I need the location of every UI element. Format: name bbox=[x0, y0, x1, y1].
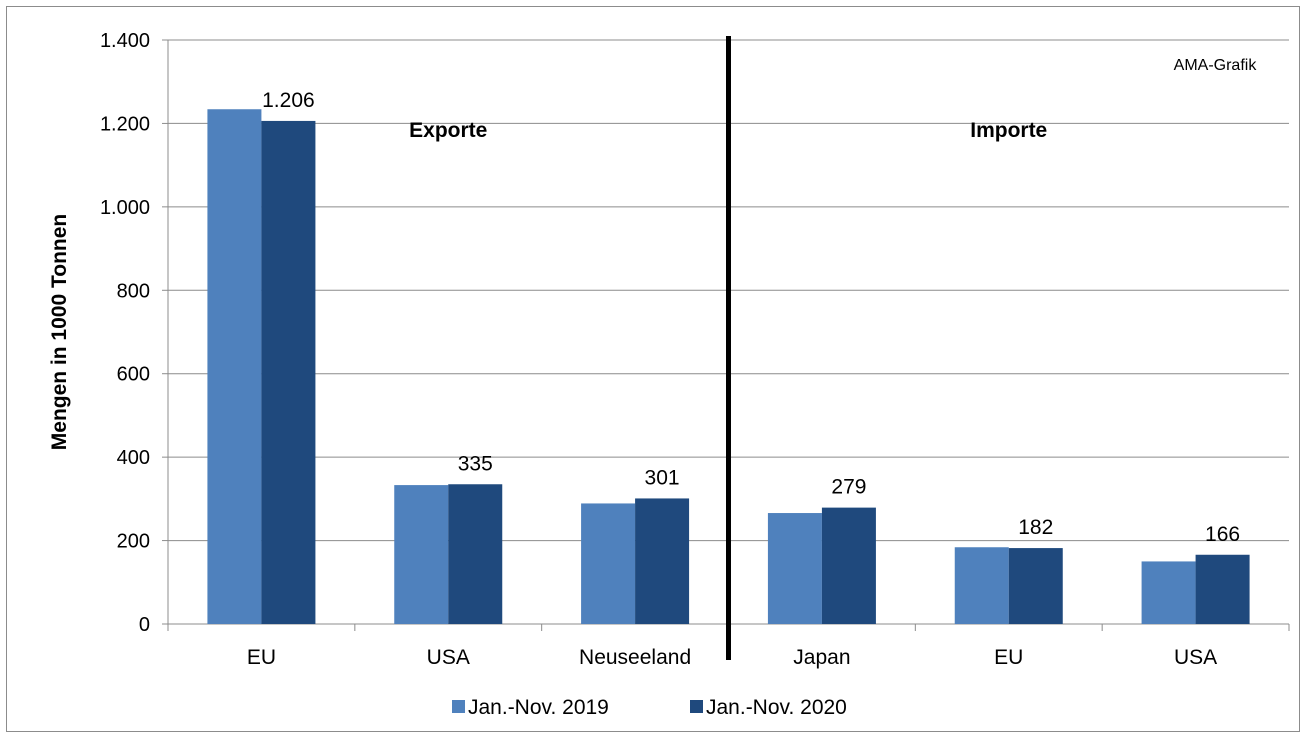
data-label: 301 bbox=[645, 466, 680, 489]
bar-2020 bbox=[1195, 554, 1250, 624]
source-note: AMA-Grafik bbox=[1174, 57, 1258, 74]
data-label: 182 bbox=[1018, 516, 1053, 539]
category-label: USA bbox=[427, 646, 470, 669]
category-label: Neuseeland bbox=[579, 646, 691, 669]
bar-2019 bbox=[207, 109, 262, 624]
y-tick-label: 1.000 bbox=[100, 197, 150, 219]
category-labels: EU USA Neuseeland Japan EU USA bbox=[247, 646, 1217, 669]
category-label: Japan bbox=[793, 646, 850, 669]
bar-2019 bbox=[954, 547, 1009, 624]
y-tick-label: 200 bbox=[117, 531, 150, 553]
section-label-exporte: Exporte bbox=[409, 119, 487, 142]
y-tick-label: 400 bbox=[117, 447, 150, 469]
y-tick-label: 1.200 bbox=[100, 113, 150, 135]
bar-2019 bbox=[1141, 561, 1196, 624]
legend-label-2020: Jan.-Nov. 2020 bbox=[706, 696, 847, 719]
bar-2019 bbox=[394, 485, 449, 624]
bar-2019 bbox=[767, 513, 822, 624]
y-tick-label: 800 bbox=[117, 280, 150, 302]
legend-label-2019: Jan.-Nov. 2019 bbox=[468, 696, 609, 719]
bar-2020 bbox=[1008, 548, 1063, 624]
section-label-importe: Importe bbox=[970, 119, 1047, 142]
bar-2019 bbox=[581, 503, 636, 624]
data-label: 166 bbox=[1205, 523, 1240, 546]
legend-swatch-2019 bbox=[452, 700, 465, 713]
legend-swatch-2020 bbox=[690, 700, 703, 713]
data-label: 1.206 bbox=[262, 89, 315, 112]
y-tick-label: 600 bbox=[117, 364, 150, 386]
category-label: USA bbox=[1174, 646, 1217, 669]
data-label: 335 bbox=[458, 452, 493, 475]
data-labels: 1.206 335 301 279 182 166 bbox=[262, 89, 1240, 546]
data-label: 279 bbox=[831, 476, 866, 499]
x-tick-marks bbox=[167, 624, 1290, 631]
category-label: EU bbox=[247, 646, 276, 669]
y-tick-labels: 0 200 400 600 800 1.000 1.200 1.400 bbox=[100, 30, 150, 636]
gridlines bbox=[162, 39, 1289, 625]
y-tick-label: 1.400 bbox=[100, 30, 150, 52]
bar-2020 bbox=[821, 507, 876, 624]
bar-2020 bbox=[448, 484, 503, 624]
category-label: EU bbox=[994, 646, 1023, 669]
bar-2020 bbox=[261, 120, 316, 624]
legend: Jan.-Nov. 2019 Jan.-Nov. 2020 bbox=[452, 696, 847, 719]
y-tick-label: 0 bbox=[139, 614, 150, 636]
bars bbox=[207, 109, 1250, 624]
bar-2020 bbox=[635, 498, 690, 624]
y-axis-label: Mengen in 1000 Tonnen bbox=[48, 214, 71, 450]
